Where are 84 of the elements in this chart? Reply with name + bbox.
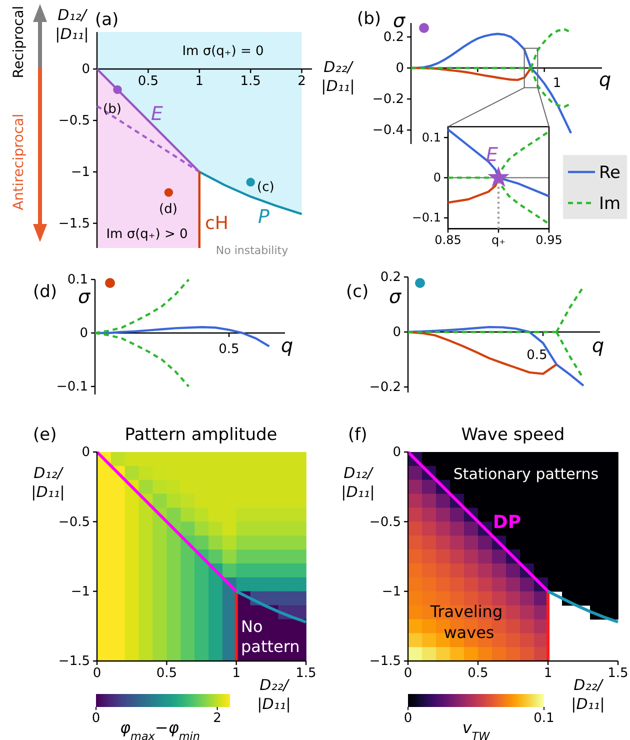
annotation: (c) bbox=[257, 180, 274, 195]
x-tick-label: 1.5 bbox=[240, 74, 261, 90]
x-tick-label: 0.95 bbox=[536, 233, 562, 248]
y-axis-title: σ bbox=[78, 286, 91, 308]
x-axis-title: D₂₂/|D₁₁| bbox=[571, 676, 605, 713]
color-bar-label: 0 bbox=[92, 711, 100, 726]
y-tick-label: −0.2 bbox=[369, 380, 401, 396]
y-tick-label: −0.5 bbox=[369, 514, 401, 530]
legend-label: Im bbox=[599, 194, 621, 214]
annotation: 0.5 bbox=[526, 348, 548, 363]
text: (f) bbox=[348, 425, 368, 445]
text: (e) bbox=[33, 425, 57, 445]
y-tick-label: −1.5 bbox=[58, 654, 90, 670]
chart-title: Wave speed bbox=[461, 425, 565, 445]
color-bar-label: 0.1 bbox=[534, 711, 554, 726]
x-tick-label: 0 bbox=[92, 666, 102, 682]
chart-title: Pattern amplitude bbox=[124, 425, 278, 445]
y-axis-title: σ bbox=[388, 286, 402, 308]
y-axis-title: D₁₂/|D₁₁| bbox=[55, 6, 89, 43]
y-tick-label: 0 bbox=[392, 445, 401, 460]
y-tick-label: 0 bbox=[82, 445, 90, 460]
annotation: (b) bbox=[103, 102, 122, 117]
x-tick-label: 1 bbox=[195, 74, 204, 90]
text: Reciprocal bbox=[11, 6, 27, 78]
annotation: No instability bbox=[216, 244, 289, 257]
x-tick-label: q₊ bbox=[492, 233, 506, 248]
x-tick-label: 0.85 bbox=[434, 233, 462, 248]
y-tick-label: −1 bbox=[70, 165, 90, 180]
annotation: cH bbox=[205, 213, 228, 234]
y-axis-title: D₁₂/|D₁₁| bbox=[341, 464, 375, 501]
annotation: Im σ(q₊) = 0 bbox=[182, 44, 264, 59]
y-tick-label: −0.2 bbox=[372, 92, 404, 108]
text: (c) bbox=[346, 282, 369, 302]
y-tick-label: 0.2 bbox=[380, 270, 401, 286]
annotation: E bbox=[151, 103, 164, 125]
annotation: (d) bbox=[159, 202, 178, 217]
x-tick-label: 2 bbox=[298, 74, 306, 90]
y-tick-label: −0.1 bbox=[412, 210, 441, 225]
y-axis-title: D₁₂/|D₁₁| bbox=[31, 464, 65, 501]
y-tick-label: −1 bbox=[70, 584, 90, 600]
annotation: Traveling waves bbox=[429, 602, 508, 642]
y-tick-label: 0 bbox=[80, 326, 88, 342]
x-axis-title: D₂₂/|D₁₁| bbox=[321, 58, 355, 95]
y-tick-label: 0 bbox=[433, 170, 441, 185]
color-bar-label: 2 bbox=[213, 711, 222, 726]
x-tick-label: 1 bbox=[544, 666, 552, 682]
y-tick-label: −0.1 bbox=[56, 380, 88, 395]
y-tick-label: 0.1 bbox=[422, 130, 441, 144]
text: (b) bbox=[357, 9, 382, 29]
x-axis-title: D₂₂/|D₁₁| bbox=[257, 676, 291, 713]
annotation: E bbox=[486, 144, 498, 166]
annotation: Im σ(q₊) > 0 bbox=[106, 227, 188, 242]
text: (d) bbox=[33, 282, 58, 302]
annotation: 0.5 bbox=[218, 342, 240, 357]
y-tick-label: −0.5 bbox=[58, 514, 90, 530]
color-bar-title: v$_{TW}$ bbox=[462, 718, 491, 740]
y-tick-label: 0.2 bbox=[383, 30, 404, 46]
x-tick-label: 1.5 bbox=[608, 666, 628, 682]
annotation: DP bbox=[492, 512, 522, 533]
y-tick-label: −0.4 bbox=[372, 123, 404, 138]
text: (a) bbox=[95, 10, 119, 30]
x-axis-title: q bbox=[592, 335, 604, 357]
x-tick-label: 0.5 bbox=[138, 74, 159, 90]
y-tick-label: 0.1 bbox=[67, 272, 88, 288]
annotation: No pattern bbox=[241, 617, 300, 656]
annotation: P bbox=[258, 206, 270, 228]
y-tick-label: −1.5 bbox=[58, 216, 90, 232]
text: Antireciprocal bbox=[11, 114, 27, 210]
y-tick-label: 0 bbox=[82, 62, 90, 78]
x-tick-label: 0.5 bbox=[156, 666, 178, 682]
x-tick-label: 0.5 bbox=[468, 666, 488, 682]
y-tick-label: −0.5 bbox=[58, 114, 90, 129]
legend-label: Re bbox=[599, 163, 621, 183]
x-axis-title: q bbox=[280, 335, 294, 357]
x-axis-title: q bbox=[598, 69, 612, 91]
y-axis-title: σ bbox=[392, 10, 406, 32]
annotation: Stationary patterns bbox=[453, 465, 599, 483]
color-bar-title: φ$_{max}$−φ$_{min}$ bbox=[120, 718, 200, 740]
x-tick-label: 1 bbox=[232, 666, 240, 682]
y-tick-label: −1 bbox=[382, 584, 401, 600]
x-tick-label: 1.5 bbox=[296, 666, 316, 682]
y-tick-label: 0 bbox=[392, 325, 401, 340]
y-tick-label: 0 bbox=[396, 61, 404, 76]
y-tick-label: −1.5 bbox=[369, 654, 401, 670]
